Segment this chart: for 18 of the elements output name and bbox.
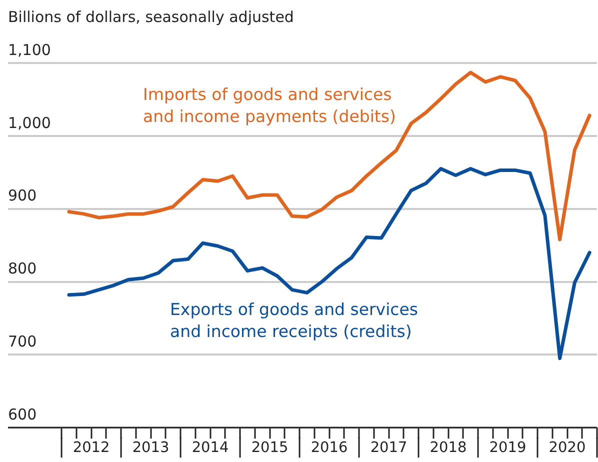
x-tick-label: 2018 [430, 440, 467, 456]
y-axis-title: Billions of dollars, seasonally adjusted [8, 8, 294, 26]
x-tick-label: 2016 [310, 440, 348, 456]
x-tick-label: 2015 [251, 440, 288, 456]
y-tick-label: 700 [8, 332, 37, 351]
x-tick-label: 2020 [548, 440, 586, 456]
series-label: Exports of goods and services and income receipts (credits) [170, 300, 418, 341]
y-tick-label: 900 [8, 186, 37, 205]
series-label: Imports of goods and services and income payments (debits) [143, 85, 396, 126]
x-tick-label: 2014 [192, 440, 229, 456]
y-tick-label: 800 [8, 260, 37, 278]
x-tick-label: 2012 [72, 440, 110, 456]
y-tick-label: 1,100 [8, 40, 51, 59]
x-tick-label: 2019 [489, 440, 526, 456]
x-tick-label: 2017 [370, 440, 408, 456]
x-tick-label: 2013 [132, 440, 170, 456]
y-tick-label: 1,000 [8, 114, 51, 132]
y-tick-label: 600 [8, 405, 37, 424]
